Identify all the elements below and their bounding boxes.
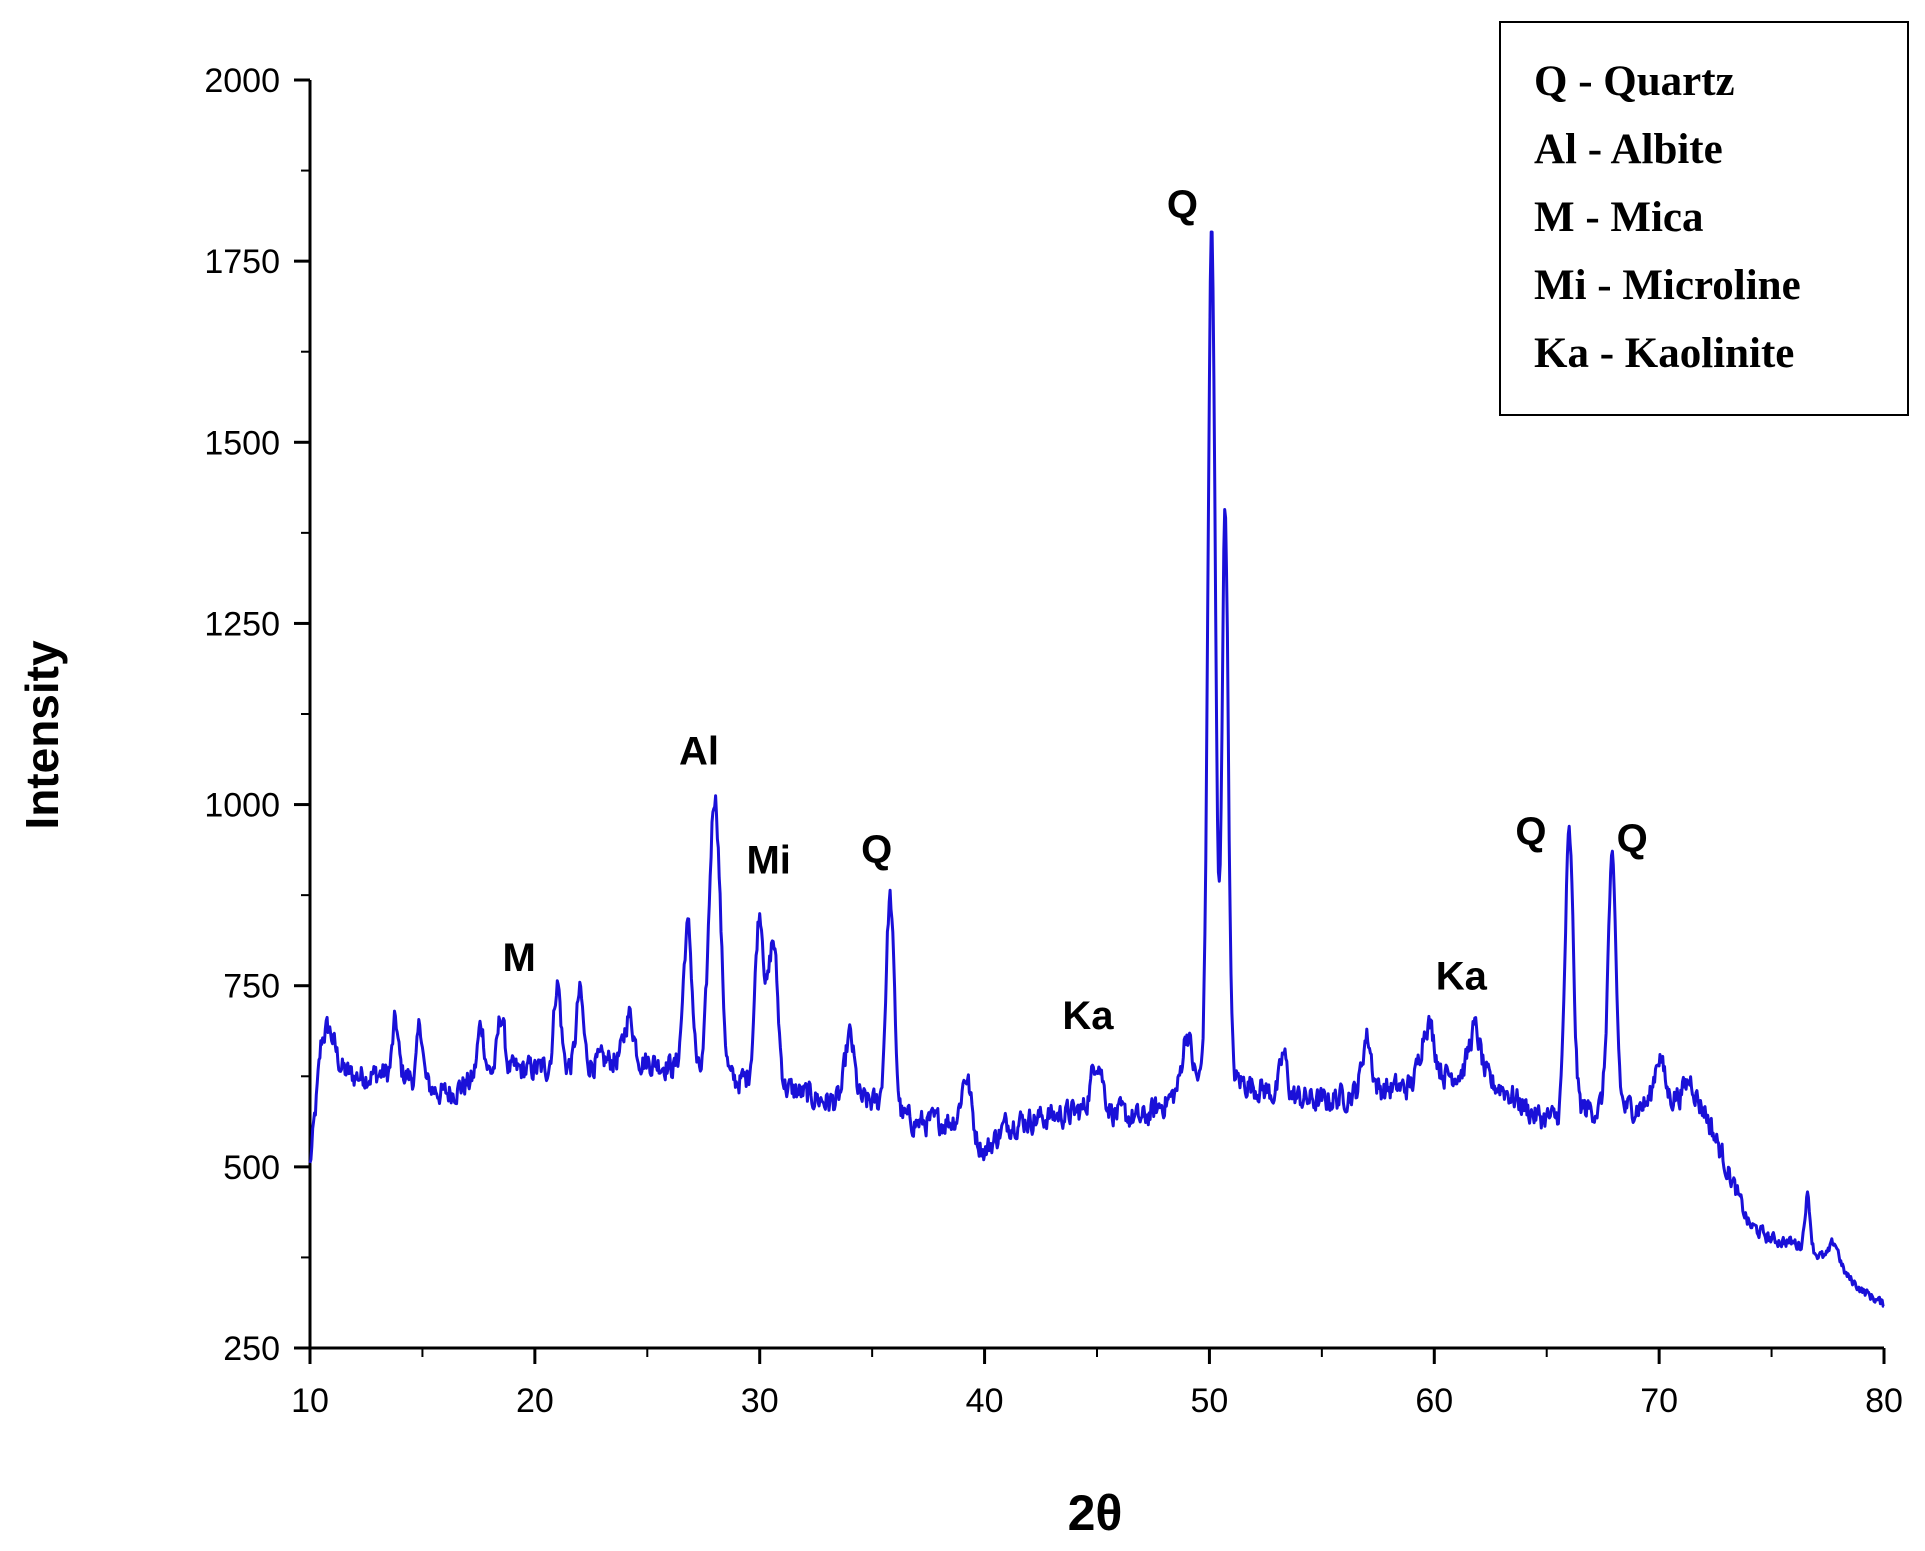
y-tick-label: 1500 <box>204 424 280 462</box>
legend-entry-quartz: Q - Quartz <box>1534 58 1735 105</box>
x-axis-title: 2θ <box>1068 1485 1123 1541</box>
legend-entry-albite: Al - Albite <box>1534 126 1723 173</box>
x-tick-label: 70 <box>1640 1382 1678 1420</box>
peak-label: Ka <box>1436 954 1488 998</box>
y-tick-label: 1000 <box>204 787 280 825</box>
x-tick-label: 80 <box>1865 1382 1903 1420</box>
y-tick-label: 2000 <box>204 62 280 100</box>
x-tick-label: 10 <box>291 1382 329 1420</box>
legend-entry-mica: M - Mica <box>1534 194 1704 241</box>
legend-box <box>1499 21 1909 416</box>
y-tick-label: 750 <box>223 968 280 1006</box>
x-tick-label: 50 <box>1191 1382 1229 1420</box>
peak-label: Q <box>1167 183 1198 227</box>
peak-label: Al <box>679 730 719 774</box>
peak-label: Q <box>1617 817 1648 861</box>
y-tick-label: 1750 <box>204 243 280 281</box>
peak-label: Ka <box>1062 994 1114 1038</box>
x-tick-label: 60 <box>1415 1382 1453 1420</box>
x-tick-label: 40 <box>966 1382 1004 1420</box>
y-axis-title: Intensity <box>16 640 68 830</box>
x-tick-label: 30 <box>741 1382 779 1420</box>
intensity-series-line <box>308 230 1885 1308</box>
peak-label: Q <box>861 828 892 872</box>
tick-marks <box>294 78 1886 1364</box>
legend: Q - Quartz Al - Albite M - Mica Mi - Mic… <box>1499 21 1909 416</box>
peak-label: Q <box>1515 809 1546 853</box>
legend-entry-microline: Mi - Microline <box>1534 262 1801 309</box>
legend-entry-kaolinite: Ka - Kaolinite <box>1534 330 1794 377</box>
x-tick-label: 20 <box>516 1382 554 1420</box>
y-tick-label: 1250 <box>204 605 280 643</box>
tick-labels: 10 20 30 40 50 60 70 80 250 500 750 1000 1250 1500 175… <box>204 62 1903 1420</box>
peak-label: M <box>502 936 535 980</box>
peak-annotations: M Al Mi Q Ka Q Ka Q Q <box>502 183 1647 1039</box>
y-tick-label: 500 <box>223 1149 280 1187</box>
peak-label: Mi <box>746 838 790 882</box>
y-tick-label: 250 <box>223 1330 280 1368</box>
